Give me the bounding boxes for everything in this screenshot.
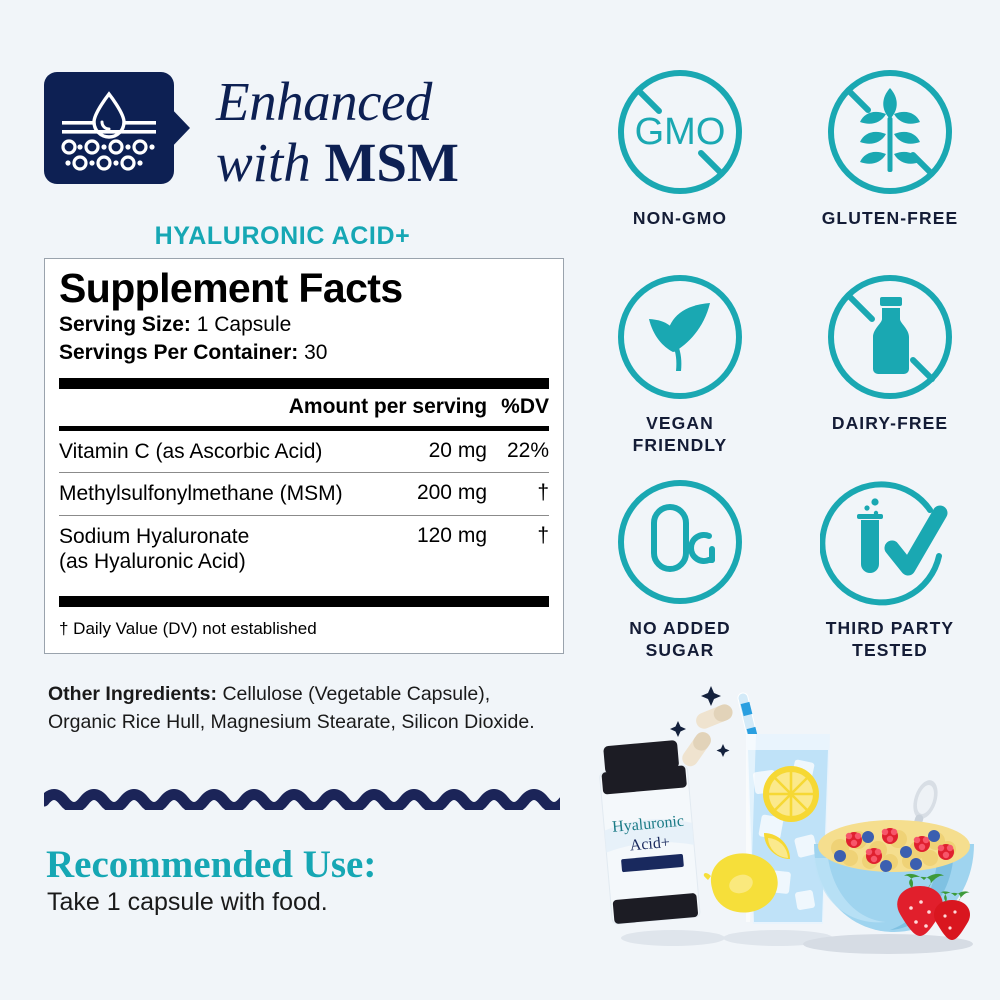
badge-caption: NO ADDED SUGAR xyxy=(629,618,731,660)
enhanced-with-msm-title: Enhanced with MSM xyxy=(216,72,459,190)
servings-per-container-label: Servings Per Container: xyxy=(59,340,299,364)
table-row: Methylsulfonylmethane (MSM) 200 mg † xyxy=(59,473,549,514)
left-column: Enhanced with MSM HYALURONIC ACID+ Suppl… xyxy=(44,72,564,916)
wheat-slash-icon xyxy=(828,70,952,194)
enhanced-with-word: with xyxy=(216,132,325,193)
table-row: Vitamin C (as Ascorbic Acid) 20 mg 22% xyxy=(59,431,549,472)
skin-hydration-droplet-icon xyxy=(44,72,190,184)
bottle-label-line1: Hyaluronic xyxy=(611,813,684,836)
enhanced-msm-word: MSM xyxy=(324,132,459,193)
badge-arrow xyxy=(168,105,190,151)
badge-caption: DAIRY-FREE xyxy=(831,413,949,433)
recommended-use-heading: Recommended Use: xyxy=(46,843,377,886)
supplement-bottle: Hyaluronic Acid+ xyxy=(599,740,701,925)
badge-third-party-tested: THIRD PARTY TESTED xyxy=(785,472,995,677)
strawberries xyxy=(897,873,971,940)
other-ingredients-text: Cellulose (Vegetable Capsule), Organic R… xyxy=(48,683,535,733)
badge-non-gmo: GMO NON-GMO xyxy=(575,62,785,267)
servings-per-container-line: Servings Per Container: 30 xyxy=(59,340,549,366)
recommended-use-body: Take 1 capsule with food. xyxy=(47,888,328,916)
badge-dairy-free: DAIRY-FREE xyxy=(785,267,995,472)
nutrient-dv: 22% xyxy=(506,439,549,463)
nutrient-name: Vitamin C (as Ascorbic Acid) xyxy=(59,440,323,464)
nutrient-amount: 200 mg xyxy=(416,481,487,505)
nutrient-amount: 20 mg xyxy=(428,439,487,463)
nutrient-name: Sodium Hyaluronate (as Hyaluronic Acid) xyxy=(59,524,250,573)
badge-caption: GLUTEN-FREE xyxy=(821,208,959,228)
product-lifestyle-illustration: Hyaluronic Acid+ xyxy=(599,686,974,954)
amount-per-serving-header: Amount per serving xyxy=(288,395,488,419)
supplement-facts-panel: Supplement Facts Serving Size: 1 Capsule… xyxy=(44,258,564,655)
zero-grams-sugar-icon xyxy=(618,480,742,604)
capsules xyxy=(682,704,733,767)
wavy-divider xyxy=(44,789,560,810)
table-column-headers: Amount per serving %DV xyxy=(59,389,549,426)
leaf-icon xyxy=(618,275,742,399)
badge-caption: VEGAN FRIENDLY xyxy=(632,413,728,455)
divider-thin xyxy=(59,514,549,516)
badge-caption: THIRD PARTY TESTED xyxy=(825,618,955,660)
serving-size-line: Serving Size: 1 Capsule xyxy=(59,312,549,338)
divider-medium xyxy=(59,426,549,432)
nutrient-amount: 120 mg xyxy=(416,523,487,547)
certification-badges: GMO NON-GMO xyxy=(575,62,995,677)
supplement-facts-title: Supplement Facts xyxy=(59,265,403,311)
badge-no-added-sugar: NO ADDED SUGAR xyxy=(575,472,785,677)
raspberries xyxy=(845,828,954,864)
table-row: Sodium Hyaluronate (as Hyaluronic Acid) … xyxy=(59,516,549,582)
badge-gluten-free: GLUTEN-FREE xyxy=(785,62,995,267)
milk-bottle-slash-icon xyxy=(828,275,952,399)
non-gmo-icon: GMO xyxy=(618,70,742,194)
bottle-label-line2: Acid+ xyxy=(629,834,670,854)
badge-vegan-friendly: VEGAN FRIENDLY xyxy=(575,267,785,472)
enhanced-line1: Enhanced xyxy=(216,71,432,132)
serving-size-value: 1 Capsule xyxy=(196,313,292,337)
enhanced-with-msm-header: Enhanced with MSM xyxy=(44,72,459,190)
dv-header: %DV xyxy=(501,395,549,419)
divider-thin xyxy=(59,472,549,474)
sparkles xyxy=(670,686,730,757)
product-name: HYALURONIC ACID+ xyxy=(154,222,411,250)
gmo-letters: GMO xyxy=(635,111,726,153)
divider-thick-bottom xyxy=(59,596,549,608)
nutrient-dv: † xyxy=(537,523,549,547)
servings-per-container-value: 30 xyxy=(304,340,328,364)
whole-lemon xyxy=(703,853,778,913)
test-tube-check-icon xyxy=(820,481,948,606)
lemon-slices xyxy=(763,766,819,859)
serving-size-label: Serving Size: xyxy=(59,313,191,337)
other-ingredients: Other Ingredients: Cellulose (Vegetable … xyxy=(48,681,558,736)
nutrient-dv: † xyxy=(537,481,549,505)
blueberries xyxy=(834,830,940,872)
other-ingredients-label: Other Ingredients: xyxy=(48,683,218,705)
daily-value-footnote: † Daily Value (DV) not established xyxy=(59,619,317,639)
nutrient-name: Methylsulfonylmethane (MSM) xyxy=(59,482,343,506)
divider-thick-top xyxy=(59,378,549,390)
badge-caption: NON-GMO xyxy=(632,208,728,228)
